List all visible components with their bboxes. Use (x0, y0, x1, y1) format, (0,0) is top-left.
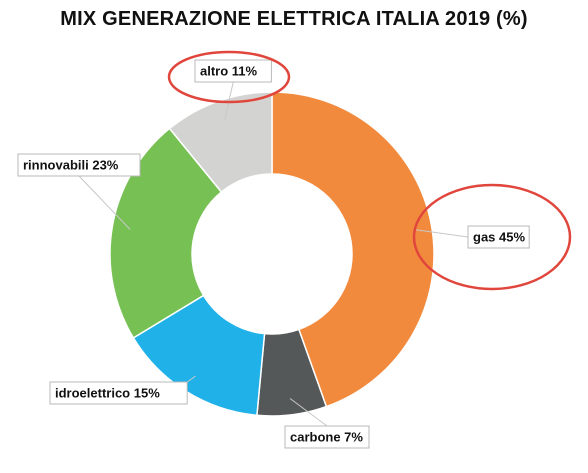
slice-gas (271, 91, 435, 408)
slice-label-box-gas (467, 225, 530, 249)
leader-line-idroelettrico (186, 375, 196, 383)
leader-line-rinnovabili (78, 175, 131, 230)
slice-label-altro: altro 11% (200, 64, 258, 79)
slice-label-box-carbone (284, 425, 370, 449)
highlight-circle-altro (167, 50, 291, 104)
slice-rinnovabili (109, 127, 223, 339)
leader-line-gas (413, 228, 469, 238)
annotations-group (167, 50, 572, 291)
chart-title: MIX GENERAZIONE ELETTRICA ITALIA 2019 (%… (60, 8, 528, 30)
leader-line-carbone (289, 398, 328, 427)
highlight-circle-gas (412, 183, 572, 291)
slice-altro (168, 91, 273, 194)
slice-label-box-idroelettrico (49, 381, 188, 405)
slice-label-carbone: carbone 7% (290, 430, 363, 445)
slices-group (109, 91, 435, 417)
slice-label-box-altro (194, 59, 272, 83)
slice-label-rinnovabili: rinnovabili 23% (23, 158, 119, 173)
slice-label-box-rinnovabili (17, 153, 141, 177)
leader-lines-group (78, 81, 469, 427)
slice-label-idroelettrico: idroelettrico 15% (55, 386, 160, 401)
labels-group: gas 45% carbone 7% idroelettrico 15% rinnov… (17, 59, 530, 449)
slice-label-gas: gas 45% (473, 230, 525, 245)
